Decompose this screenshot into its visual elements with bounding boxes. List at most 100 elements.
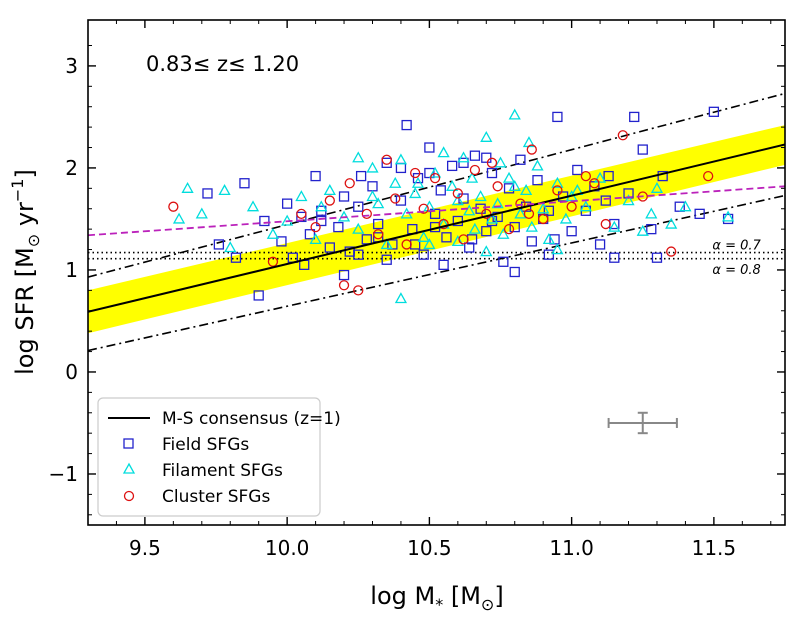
- filament-sfg-point: [468, 222, 482, 234]
- y-tick-label: 1: [65, 258, 78, 282]
- x-tick-label: 10.5: [407, 536, 452, 560]
- filament-sfg-point: [409, 187, 422, 199]
- cluster-sfg-point: [418, 203, 429, 214]
- plot-area: 9.5 10.0 10.5 11.0 11.5 −1 0 1 2 3: [49, 19, 786, 560]
- cluster-sfg-point: [344, 178, 355, 189]
- field-sfg-point: [441, 232, 452, 243]
- cluster-sfg-point: [429, 172, 441, 184]
- filament-sfg-point: [551, 243, 564, 255]
- cluster-sfg-point: [538, 213, 549, 225]
- filament-sfg-point: [608, 220, 621, 232]
- y-tick-label: −1: [49, 462, 78, 486]
- cluster-sfg-point: [486, 157, 498, 168]
- legend-field-label: Field SFGs: [162, 435, 249, 455]
- filament-sfg-point: [315, 200, 328, 212]
- filament-sfg-point: [352, 151, 365, 163]
- field-sfg-point: [629, 111, 640, 123]
- filament-sfg-point: [195, 207, 208, 219]
- field-sfg-point: [429, 208, 441, 219]
- filament-sfg-point: [474, 190, 487, 202]
- filament-sfg-point: [480, 130, 493, 142]
- filament-sfg-point: [645, 207, 658, 219]
- legend-cluster-label: Cluster SFGs: [162, 487, 270, 507]
- cluster-sfg-point: [566, 201, 577, 212]
- field-sfg-point: [412, 172, 424, 184]
- x-tick-label: 10.0: [265, 536, 310, 560]
- filament-sfg-point: [463, 204, 476, 216]
- cluster-sfg-point: [310, 221, 321, 233]
- field-sfg-point: [566, 226, 577, 237]
- filament-sfg-point: [389, 176, 402, 188]
- filament-sfg-point: [394, 292, 408, 304]
- field-sfg-point: [395, 195, 407, 206]
- field-sfg-point: [202, 188, 213, 199]
- legend-cluster-swatch: [123, 490, 135, 502]
- cluster-sfg-point: [410, 167, 421, 179]
- fit-dashed-line: [88, 185, 785, 237]
- filament-sfg-point: [520, 184, 533, 196]
- filament-sfg-point: [579, 200, 592, 212]
- filament-sfg-point: [497, 227, 510, 239]
- filament-sfg-point: [266, 227, 280, 239]
- filament-sfg-point: [181, 181, 194, 193]
- field-sfg-point: [353, 249, 364, 260]
- y-tick-label: 0: [65, 360, 78, 384]
- filament-sfg-point: [417, 230, 430, 242]
- field-sfg-point: [435, 185, 446, 196]
- redshift-range-label: 0.83≤ z≤ 1.20: [146, 52, 299, 76]
- filament-sfg-point: [679, 200, 692, 212]
- field-sfg-point: [503, 183, 515, 194]
- filament-sfg-point: [542, 233, 555, 244]
- field-sfg-point: [338, 269, 350, 281]
- filament-sfg-point: [394, 153, 408, 165]
- filament-sfg-point: [485, 212, 499, 224]
- y-axis-title: log SFR [M⊙ yr−1]: [8, 169, 43, 375]
- field-sfg-point: [594, 239, 606, 250]
- x-tick-label: 9.5: [129, 536, 161, 560]
- filament-sfg-point: [494, 156, 507, 168]
- filament-sfg-point: [502, 171, 516, 183]
- y-tick-label: 3: [65, 54, 78, 78]
- legend-frame: [97, 397, 321, 517]
- plot-frame: [87, 19, 786, 526]
- y-tick-label: 2: [65, 156, 78, 180]
- filament-sfg-point: [451, 194, 464, 206]
- field-sfg-point: [310, 170, 321, 182]
- field-sfg-point: [381, 254, 392, 265]
- filament-sfg-point: [295, 190, 308, 202]
- filament-sfg-point: [428, 166, 442, 178]
- field-sfg-point: [333, 221, 344, 233]
- field-sfg-point: [498, 256, 509, 267]
- series-field-sfgs: [202, 106, 734, 301]
- legend: M-S consensus (z=1) Field SFGs Filament …: [97, 397, 341, 517]
- filament-sfg-point: [323, 184, 336, 196]
- field-sfg-point: [367, 181, 378, 192]
- field-sfg-point: [424, 142, 435, 153]
- field-sfg-point: [481, 226, 492, 237]
- field-sfg-point: [395, 162, 407, 174]
- cluster-sfg-point: [296, 208, 307, 219]
- x-tick-label: 11.0: [549, 536, 594, 560]
- filament-sfg-point: [593, 171, 607, 183]
- cluster-sfg-point: [580, 170, 592, 182]
- cluster-sfg-point: [452, 188, 463, 199]
- cluster-sfg-point: [552, 185, 563, 196]
- filament-sfg-point: [172, 212, 186, 224]
- filament-sfg-point: [246, 200, 260, 212]
- field-sfg-point: [281, 198, 293, 209]
- field-sfg-point: [438, 259, 449, 270]
- field-sfg-point: [373, 218, 384, 230]
- filament-sfg-point: [366, 161, 379, 173]
- cluster-sfg-point: [600, 218, 611, 230]
- field-sfg-point: [552, 111, 563, 123]
- field-sfg-point: [637, 144, 648, 155]
- field-sfg-point: [543, 249, 555, 260]
- filament-sfg-point: [465, 171, 479, 183]
- filament-sfg-point: [636, 224, 649, 236]
- field-sfg-point: [464, 242, 475, 253]
- cluster-sfg-point: [526, 144, 537, 155]
- field-sfg-point: [469, 150, 481, 161]
- filament-sfg-point: [451, 235, 464, 247]
- legend-field-swatch: [123, 438, 134, 449]
